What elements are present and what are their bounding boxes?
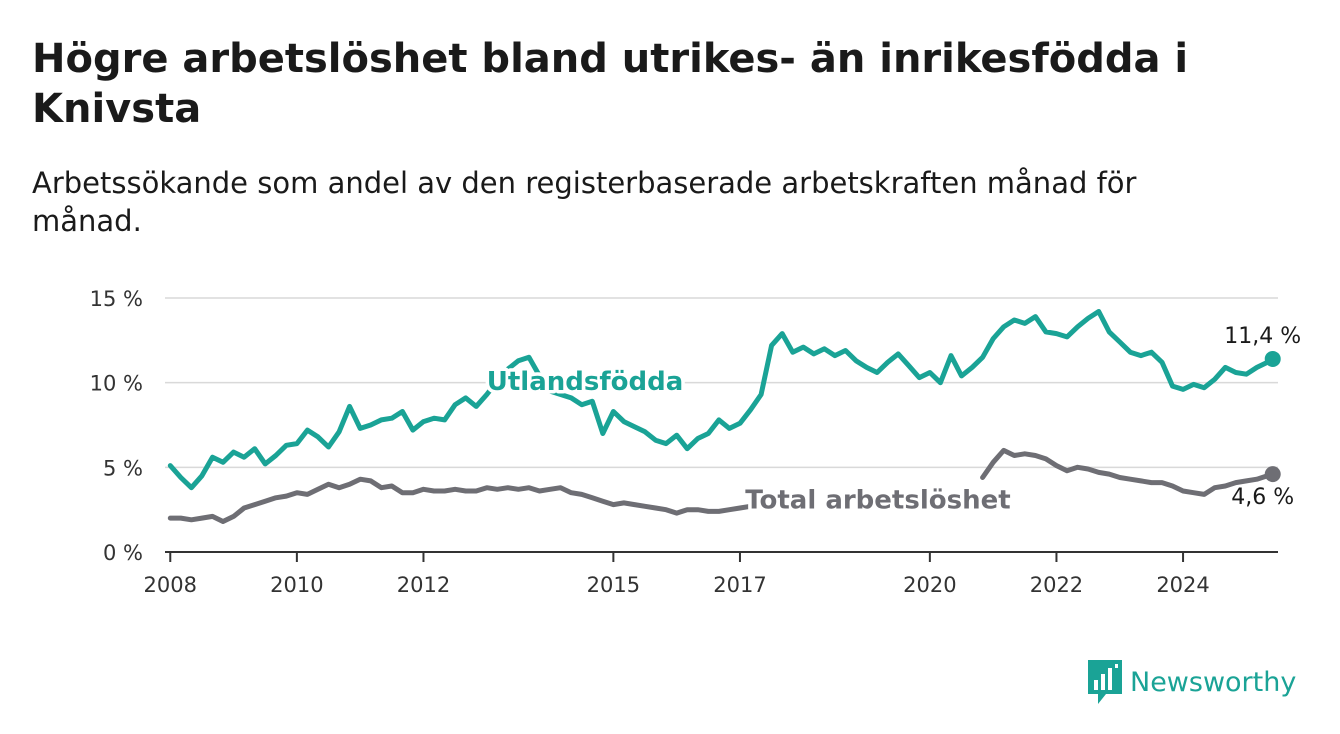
bar-chart-icon xyxy=(1088,660,1122,704)
series-label: Total arbetslöshet xyxy=(745,486,1010,516)
chart-title: Högre arbetslöshet bland utrikes- än inr… xyxy=(32,36,1189,132)
brand-name: Newsworthy xyxy=(1130,666,1297,698)
chart-subtitle: Arbetssökande som andel av den registerb… xyxy=(32,166,1137,238)
x-tick-label: 2024 xyxy=(1156,573,1209,597)
x-tick-label: 2022 xyxy=(1030,573,1083,597)
series-end-point xyxy=(1264,466,1281,483)
x-tick-label: 2015 xyxy=(587,573,640,597)
series-label: Utlandsfödda xyxy=(487,367,684,397)
series-end-label: 4,6 % xyxy=(1231,485,1294,510)
x-tick-label: 2017 xyxy=(713,573,766,597)
y-tick-label: 15 % xyxy=(90,287,143,311)
y-tick-label: 0 % xyxy=(103,541,143,565)
x-tick-label: 2012 xyxy=(397,573,450,597)
x-tick-label: 2020 xyxy=(903,573,956,597)
series-line-utlandsfodda xyxy=(167,309,1276,491)
series-end-label: 11,4 % xyxy=(1224,324,1301,349)
x-tick-label: 2008 xyxy=(144,573,197,597)
series-end-point xyxy=(1264,350,1281,367)
series-line-total xyxy=(167,447,1276,524)
y-tick-label: 10 % xyxy=(90,372,143,396)
newsworthy-logo: Newsworthy xyxy=(1088,660,1296,704)
y-tick-label: 5 % xyxy=(103,456,143,480)
x-tick-label: 2010 xyxy=(270,573,323,597)
